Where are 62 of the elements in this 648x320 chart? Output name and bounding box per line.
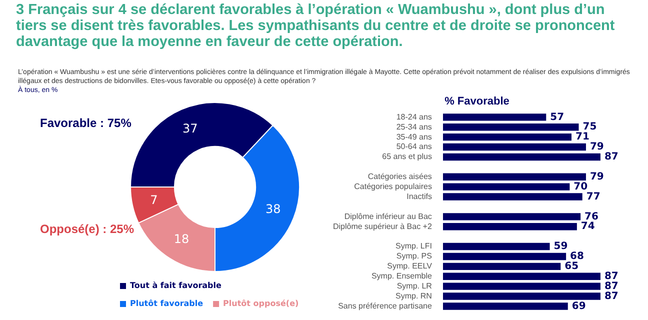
bar [442,183,570,190]
bar [442,262,561,270]
y-tick-label: 25-34 ans [396,122,432,132]
y-tick-label: 35-49 ans [396,132,432,142]
data-label: 77 [586,191,600,202]
data-label: 59 [554,241,568,252]
y-tick-label: 50-64 ans [396,142,432,152]
data-label: 87 [604,290,618,302]
data-label: 7 [150,192,158,207]
text: Favorable : 75% [40,116,132,130]
y-tick-label: Symp. LFI [395,242,432,251]
data-label: 38 [266,202,281,216]
bar [442,114,546,121]
y-tick-label: Symp. PS [396,252,432,261]
data-label: 71 [575,132,590,143]
data-label: 70 [574,181,588,192]
y-tick-label: 65 ans et plus [382,152,432,162]
data-label: 18 [174,232,190,246]
data-label: 87 [604,280,618,292]
bar [442,272,600,280]
chart-title: 3 Français sur 4 se déclarent favorables à l’opération « Wuambushu », dont plus d’un tiers se disent très favorables. Les sympathisants du centre et de droite se prononcent davantage que la moyenne en faveur de cette opération. [16,2,616,50]
bar [442,133,572,141]
y-tick-label: Symp. Ensemble [371,272,432,281]
data-label: 87 [604,270,618,282]
bar [442,223,577,230]
chart-title: % Favorable [444,96,510,108]
legend-label: Plutôt favorable [130,299,204,308]
legend-label: Tout à fait favorable [130,281,222,290]
bar [442,292,600,300]
y-tick-label: Diplôme inférieur au Bac [344,212,432,221]
bar [442,282,600,290]
data-label: 69 [572,300,586,312]
data-label: 65 [564,261,579,272]
legend-label: Plutôt opposé(e) [223,299,299,308]
bar [442,153,600,161]
data-label: 37 [182,122,198,136]
data-label: 74 [580,221,595,232]
bar [442,173,586,180]
data-label: 79 [590,142,604,153]
data-label: 76 [584,211,599,222]
data-label: 79 [590,171,604,182]
bar [442,124,579,131]
bar [442,302,568,310]
bar [442,242,550,250]
y-tick-label: Catégories populaires [354,182,432,192]
y-tick-label: Symp. LR [396,282,432,291]
y-tick-label: Symp. RN [395,291,432,300]
y-tick-label: Sans préférence partisane [338,301,432,310]
bar [442,143,586,151]
y-tick-label: Symp. EELV [387,262,433,271]
data-label: 57 [550,112,564,123]
y-tick-label: 18-24 ans [396,112,432,122]
y-tick-label: Inactifs [406,192,432,201]
y-tick-label: Diplôme supérieur à Bac +2 [332,222,432,231]
data-label: 75 [582,122,597,133]
y-tick-label: Catégories aisées [368,172,432,182]
bar [442,252,566,260]
data-label: 87 [604,152,618,163]
bar [442,213,581,220]
text: Opposé(e) : 25% [40,222,134,236]
bar [442,193,582,200]
data-label: 68 [570,251,584,262]
